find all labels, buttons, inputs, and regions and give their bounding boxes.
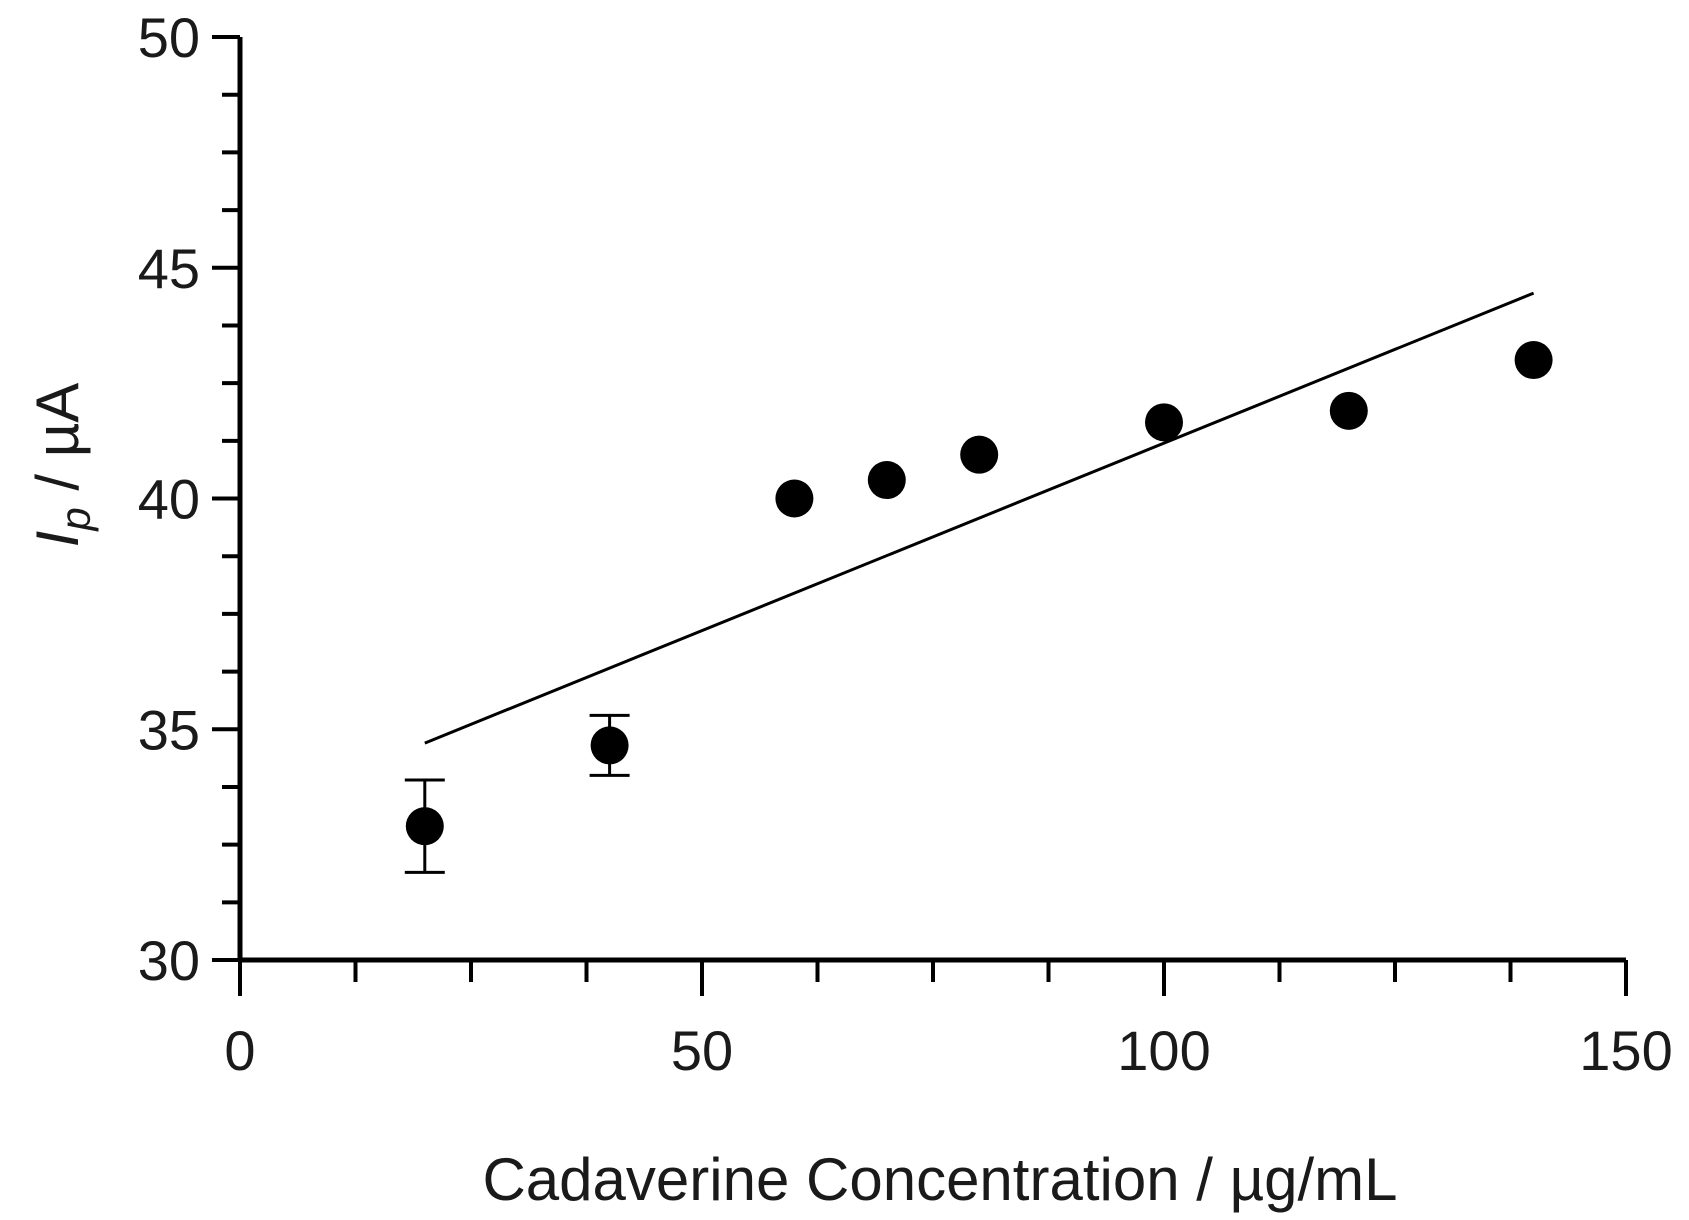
x-tick-label: 0 bbox=[224, 1019, 255, 1082]
data-point bbox=[590, 726, 629, 765]
y-tick-label: 45 bbox=[138, 237, 200, 300]
y-axis-title-main: I bbox=[24, 531, 91, 548]
ticks-layer bbox=[212, 35, 1628, 996]
y-tick-label: 40 bbox=[138, 468, 200, 531]
y-axis-title-sub: p bbox=[52, 507, 99, 532]
fit-line bbox=[424, 291, 1535, 745]
x-axis-title: Cadaverine Concentration / µg/mL bbox=[482, 1146, 1397, 1213]
x-tick-label: 50 bbox=[671, 1019, 733, 1082]
data-point bbox=[1514, 341, 1553, 380]
y-axis-title-unit: / µA bbox=[24, 383, 91, 508]
y-axis-title: Ip / µA bbox=[24, 383, 99, 548]
y-tick-label: 35 bbox=[138, 698, 200, 761]
tick-labels: 0 50 100 150 30 35 40 45 50 bbox=[138, 6, 1673, 1082]
y-tick-label: 50 bbox=[138, 6, 200, 69]
data-point bbox=[960, 435, 999, 474]
data-point bbox=[405, 807, 444, 846]
y-tick-label: 30 bbox=[138, 929, 200, 992]
x-tick-label: 100 bbox=[1117, 1019, 1210, 1082]
data-points bbox=[405, 341, 1553, 846]
data-point bbox=[775, 479, 814, 518]
x-tick-label: 150 bbox=[1579, 1019, 1672, 1082]
data-point bbox=[1329, 391, 1368, 430]
data-point bbox=[867, 461, 906, 500]
data-point bbox=[1145, 403, 1183, 442]
